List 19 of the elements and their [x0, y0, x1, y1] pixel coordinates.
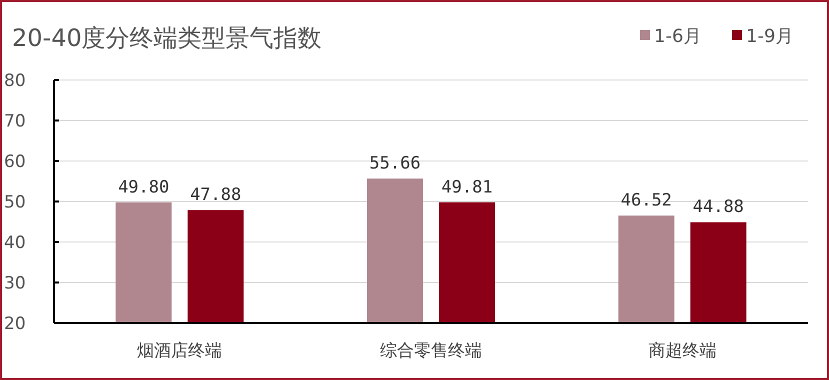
y-tick-label: 50	[4, 192, 26, 212]
y-tick-label: 20	[4, 314, 26, 334]
data-label: 49.81	[441, 177, 493, 198]
y-tick-label: 30	[4, 274, 26, 294]
chart-title: 20-40度分终端类型景气指数	[12, 24, 322, 52]
data-label: 55.66	[369, 154, 421, 174]
data-label: 46.52	[620, 190, 672, 211]
x-tick-label: 烟酒店终端	[137, 341, 222, 361]
x-tick-label: 综合零售终端	[380, 341, 482, 361]
y-tick-label: 70	[4, 112, 26, 132]
y-tick-label: 40	[4, 233, 26, 253]
legend-label: 1-6月	[654, 26, 702, 47]
y-tick-label: 60	[4, 152, 26, 172]
data-label: 44.88	[692, 197, 744, 218]
data-label: 47.88	[190, 185, 242, 206]
legend-label: 1-9月	[746, 26, 794, 47]
x-tick-label: 商超终端	[648, 341, 716, 361]
y-tick-label: 80	[4, 71, 26, 91]
data-label: 49.80	[118, 177, 170, 198]
